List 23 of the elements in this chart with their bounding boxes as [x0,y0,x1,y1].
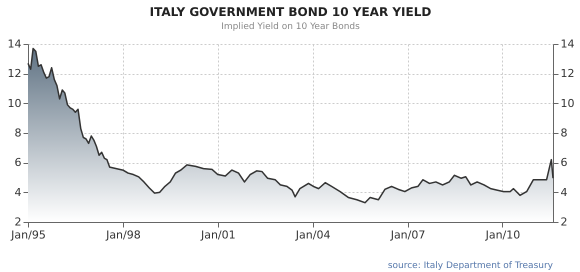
y2-tick-label: 8 [560,126,568,140]
x-tick-label: Jan/95 [10,228,46,242]
y2-tick-label: 4 [560,186,568,199]
y2-tick-label: 10 [560,96,574,110]
y2-tick-label: 6 [560,156,568,170]
y-tick-label: 4 [14,186,22,199]
y-tick-label: 2 [14,216,22,228]
y2-tick-label: 2 [560,216,568,228]
y-tick-label: 6 [14,156,22,170]
y2-tick-label: 12 [560,67,574,80]
y-tick-label: 10 [8,96,22,110]
chart-title: ITALY GOVERNMENT BOND 10 YEAR YIELD [150,5,432,19]
source-note: source: Italy Department of Treasury [388,261,554,271]
y-tick-label: 12 [8,67,22,80]
chart-subtitle: Implied Yield on 10 Year Bonds [221,22,360,32]
x-tick-label: Jan/10 [484,228,520,242]
y-tick-label: 14 [8,38,22,50]
y-tick-label: 8 [14,126,22,140]
x-tick-label: Jan/04 [294,228,330,242]
x-tick-label: Jan/98 [105,228,141,242]
y2-tick-label: 14 [560,38,574,50]
x-tick-label: Jan/01 [200,228,236,242]
x-tick-label: Jan/07 [390,228,426,242]
